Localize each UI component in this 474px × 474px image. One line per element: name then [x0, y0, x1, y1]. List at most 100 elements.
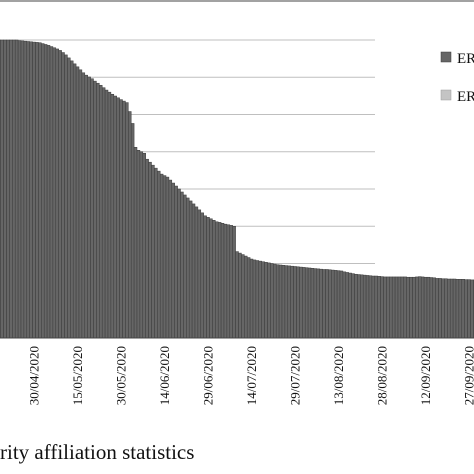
bar — [470, 279, 474, 339]
bar — [458, 279, 463, 339]
bar — [3, 39, 7, 339]
bar — [467, 279, 471, 339]
bar — [270, 263, 274, 339]
bar — [365, 275, 370, 339]
bar — [281, 265, 286, 339]
bar — [183, 194, 187, 339]
bar — [371, 275, 376, 339]
bar — [159, 173, 164, 339]
bar — [93, 80, 97, 339]
bar — [455, 279, 460, 339]
bar — [348, 272, 352, 339]
bar — [142, 152, 146, 339]
bar — [377, 276, 381, 339]
bar — [331, 269, 335, 339]
legend-swatch — [440, 89, 452, 101]
bar — [360, 274, 364, 339]
bar — [304, 267, 309, 339]
bar — [258, 260, 262, 339]
bar — [400, 276, 405, 339]
bar — [397, 276, 402, 339]
bar — [125, 102, 129, 339]
bar — [325, 269, 329, 339]
bar — [293, 266, 297, 339]
bar — [264, 262, 268, 339]
bar — [249, 258, 254, 339]
bar — [145, 158, 149, 339]
bar — [215, 221, 219, 339]
bar — [116, 97, 120, 339]
bar — [394, 276, 399, 339]
bar — [380, 276, 384, 339]
bar — [180, 191, 184, 339]
bar — [383, 276, 387, 339]
bar — [55, 48, 59, 339]
bar — [319, 268, 323, 339]
bar — [203, 215, 207, 339]
bar — [313, 268, 318, 339]
bar — [368, 275, 373, 339]
bar — [38, 42, 42, 339]
bar — [9, 39, 13, 339]
bar — [139, 151, 144, 339]
bar — [52, 47, 57, 339]
x-tick-label: 29/07/2020 — [288, 346, 303, 405]
bar — [133, 147, 138, 339]
bar — [29, 41, 33, 339]
bar — [235, 251, 239, 339]
bar — [171, 182, 175, 339]
bar — [406, 276, 410, 339]
x-tick-label: 14/07/2020 — [244, 346, 259, 405]
bar — [12, 39, 16, 339]
bar — [70, 60, 74, 339]
bar — [23, 40, 28, 339]
bar — [200, 212, 204, 339]
x-tick-label: 14/06/2020 — [157, 346, 172, 405]
bars — [0, 39, 474, 339]
bar — [345, 272, 349, 339]
bar — [342, 271, 347, 339]
bar — [307, 267, 312, 339]
bar — [284, 265, 289, 339]
bar — [357, 274, 361, 339]
bar — [72, 63, 77, 339]
bar — [275, 264, 280, 339]
bar — [438, 278, 442, 339]
bar — [84, 74, 88, 339]
x-tick-label: 13/08/2020 — [331, 346, 346, 405]
bar — [151, 164, 155, 339]
bar — [362, 274, 367, 339]
legend: ER ER — [440, 51, 474, 105]
x-tick-label: 15/05/2020 — [70, 346, 85, 405]
bar — [128, 111, 132, 339]
bar — [435, 278, 439, 339]
bar — [209, 218, 213, 339]
bar — [162, 175, 167, 339]
bar — [374, 275, 378, 339]
bar — [67, 57, 71, 339]
bar — [46, 45, 51, 339]
bar — [418, 276, 422, 339]
x-tick-label: 30/04/2020 — [27, 346, 42, 405]
bar — [35, 42, 39, 339]
x-tick-label: 30/05/2020 — [114, 346, 129, 405]
bar — [351, 273, 355, 339]
bar — [389, 276, 393, 339]
bar — [212, 220, 216, 339]
bar — [20, 40, 25, 339]
x-tick-label: 12/09/2020 — [418, 346, 433, 405]
bar — [168, 179, 173, 339]
bar — [447, 278, 451, 339]
bar — [206, 217, 210, 339]
bar — [296, 266, 300, 339]
bar — [336, 270, 341, 339]
bar — [217, 222, 222, 339]
bar — [194, 206, 199, 339]
bar — [130, 123, 135, 339]
x-tick-label: 27/09/2020 — [462, 346, 474, 405]
bar — [252, 259, 257, 339]
bar — [415, 276, 419, 339]
bar — [78, 69, 83, 339]
bar — [90, 78, 94, 339]
